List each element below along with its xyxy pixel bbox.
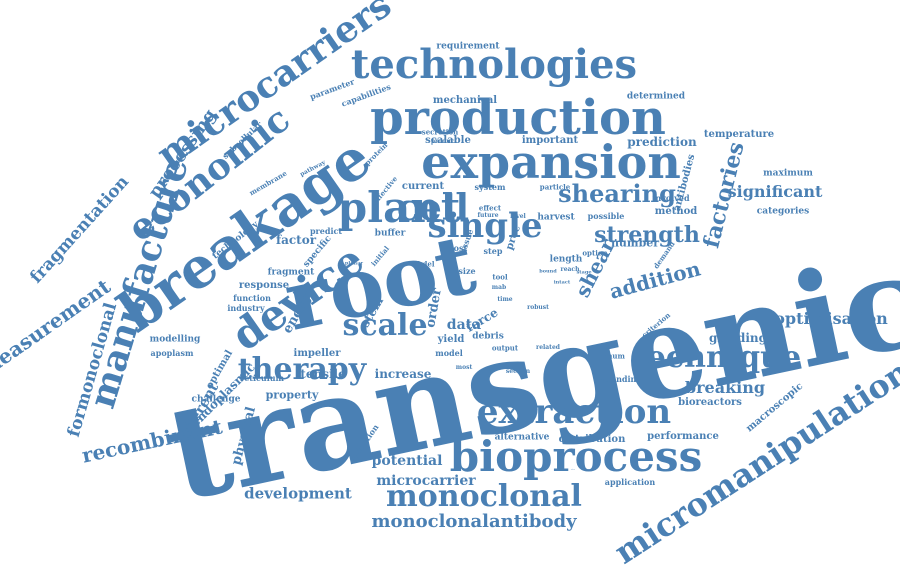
cloud-word: section xyxy=(505,368,531,375)
cloud-word: step xyxy=(483,246,503,256)
cloud-word: hdel xyxy=(417,259,435,269)
cloud-word: temperature xyxy=(703,129,775,140)
cloud-word: significant xyxy=(727,182,823,201)
cloud-word: factor xyxy=(275,233,317,247)
cloud-word: maximum xyxy=(763,168,813,179)
cloud-word: debris xyxy=(472,331,504,342)
cloud-word: performance xyxy=(647,431,719,442)
cloud-word: planar xyxy=(344,260,364,267)
cloud-word: plant xyxy=(337,183,461,232)
cloud-word: grinding xyxy=(708,331,768,345)
cloud-word: mechanical xyxy=(432,95,498,106)
cloud-word: robust xyxy=(527,304,549,311)
cloud-word: determined xyxy=(626,91,686,102)
cloud-word: impeller xyxy=(293,348,341,359)
cloud-word: optimisation xyxy=(774,309,888,328)
cloud-word: bioprocess xyxy=(449,432,703,481)
cloud-word: possible xyxy=(587,211,625,221)
cloud-word: scale xyxy=(342,308,428,343)
cloud-word: microcarrier xyxy=(376,473,476,489)
cloud-word: predict xyxy=(309,226,343,236)
cloud-word: distribution xyxy=(558,434,626,445)
cloud-word: technique xyxy=(632,340,802,375)
cloud-word: time xyxy=(497,296,513,303)
cloud-word: challenge xyxy=(191,394,241,405)
cloud-word: therapy xyxy=(237,352,367,387)
cloud-word: bioreactors xyxy=(678,397,742,408)
cloud-word: monoclonalantibody xyxy=(371,511,577,532)
cloud-word: mab xyxy=(491,284,507,291)
cloud-word: application xyxy=(604,477,656,487)
cloud-word: tensile xyxy=(300,367,346,381)
cloud-word: minimum xyxy=(587,351,625,361)
cloud-word: secretion xyxy=(421,127,459,137)
cloud-word: development xyxy=(244,484,352,503)
cloud-word: most xyxy=(455,364,473,371)
cloud-word: length xyxy=(549,254,583,265)
cloud-word: cost xyxy=(448,243,468,253)
cloud-word: categories xyxy=(756,206,810,217)
cloud-word: fragmentation xyxy=(26,171,133,288)
cloud-word: product xyxy=(430,138,458,145)
cloud-word: harvest xyxy=(537,212,575,223)
cloud-word: response xyxy=(238,280,290,291)
cloud-word: production xyxy=(370,90,666,146)
cloud-word: intact xyxy=(553,279,571,286)
cloud-word: expansion xyxy=(421,135,681,189)
cloud-word: buffer xyxy=(374,228,406,239)
cloud-word: biotech xyxy=(570,469,576,471)
cloud-word: current xyxy=(401,181,445,192)
cloud-word: alternative xyxy=(494,432,550,443)
cloud-word: wounding xyxy=(598,374,642,384)
cloud-word: apoplasm xyxy=(150,348,194,358)
cloud-word: scalable xyxy=(425,135,471,146)
cloud-word: single xyxy=(427,206,543,246)
cloud-word: effect xyxy=(478,203,502,213)
cloud-word: fragment xyxy=(267,267,315,278)
cloud-word: industry xyxy=(227,303,265,313)
cloud-word: cell xyxy=(396,187,470,229)
cloud-word: prediction xyxy=(627,135,697,149)
cloud-word: level xyxy=(510,213,526,220)
cloud-word: requirement xyxy=(436,41,500,52)
cloud-word: output xyxy=(491,343,519,353)
cloud-word: option xyxy=(582,248,608,258)
cloud-word: number xyxy=(610,236,660,250)
cloud-word: breaking xyxy=(684,378,766,397)
cloud-word: function xyxy=(233,293,271,303)
cloud-word: reticulum xyxy=(239,373,285,383)
cloud-word: extraction xyxy=(476,392,672,432)
cloud-word: data xyxy=(446,317,482,333)
cloud-word: system xyxy=(474,182,506,192)
cloud-word: method xyxy=(654,206,698,217)
cloud-word: strength xyxy=(594,222,700,248)
cloud-word: monoclonal xyxy=(386,479,582,514)
cloud-word: related xyxy=(536,344,560,351)
cloud-word: technologies xyxy=(350,41,638,88)
cloud-word: future xyxy=(477,212,499,219)
cloud-word: yield xyxy=(437,334,465,345)
cloud-word: involved xyxy=(652,193,690,203)
cloud-word: important xyxy=(521,135,579,146)
cloud-word: modelling xyxy=(149,334,201,345)
cloud-word: tool xyxy=(492,272,508,282)
cloud-word: potential xyxy=(371,453,443,469)
cloud-word: stage xyxy=(576,269,592,276)
cloud-word: shearing xyxy=(558,179,676,208)
cloud-word: particle xyxy=(539,182,571,192)
cloud-word: model xyxy=(435,348,463,358)
cloud-word: size xyxy=(458,266,476,276)
cloud-word: reach xyxy=(560,266,580,273)
cloud-word: bound xyxy=(539,268,557,275)
cloud-word: increase xyxy=(374,367,432,381)
cloud-word: property xyxy=(265,388,319,402)
